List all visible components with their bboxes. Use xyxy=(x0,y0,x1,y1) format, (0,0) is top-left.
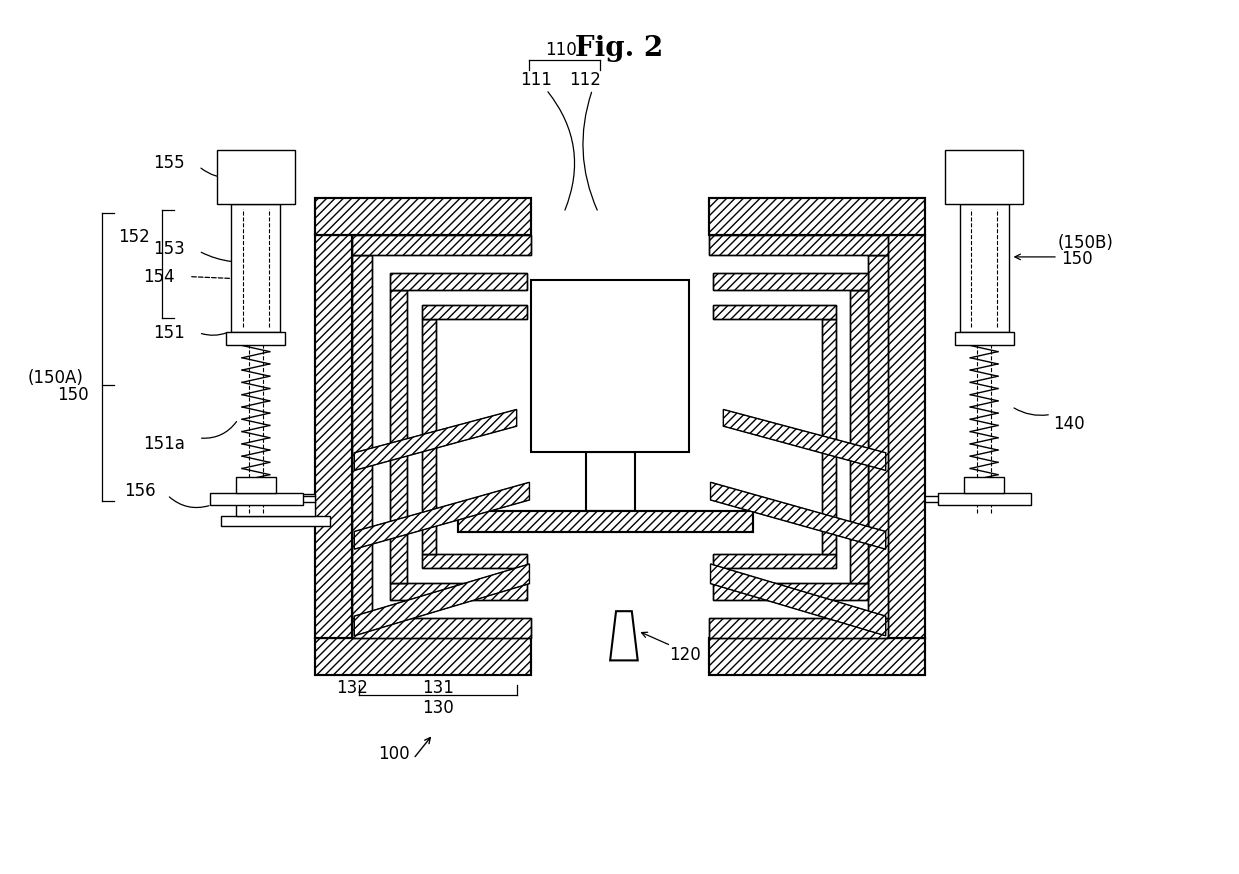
Text: 155: 155 xyxy=(154,155,185,172)
Bar xyxy=(714,554,835,568)
Bar xyxy=(532,280,689,452)
Bar xyxy=(887,235,926,638)
Bar xyxy=(945,149,1023,204)
Bar xyxy=(232,204,280,332)
Bar xyxy=(869,255,887,618)
Polygon shape xyxy=(610,611,638,661)
Bar xyxy=(714,305,835,319)
Polygon shape xyxy=(710,564,886,635)
Text: 120: 120 xyxy=(669,647,701,664)
Bar xyxy=(821,319,835,554)
Bar xyxy=(869,255,887,618)
Text: 151a: 151a xyxy=(144,435,185,453)
Bar xyxy=(315,198,532,235)
Text: 156: 156 xyxy=(124,482,155,500)
Bar xyxy=(422,319,436,554)
Bar xyxy=(390,290,408,583)
Text: 111: 111 xyxy=(520,71,553,89)
Bar xyxy=(352,235,532,255)
Text: 110: 110 xyxy=(545,41,577,59)
Bar xyxy=(714,273,869,290)
Bar xyxy=(390,290,408,583)
Bar xyxy=(315,638,532,675)
Bar xyxy=(217,149,295,204)
Text: 151: 151 xyxy=(154,323,185,342)
Polygon shape xyxy=(710,482,886,549)
Bar xyxy=(227,332,285,345)
Bar xyxy=(714,583,869,600)
Bar xyxy=(887,235,926,638)
Bar xyxy=(714,554,835,568)
Bar xyxy=(315,235,352,638)
Bar xyxy=(352,235,532,255)
Bar xyxy=(422,305,527,319)
Bar xyxy=(850,290,869,583)
Bar xyxy=(352,255,372,618)
Bar xyxy=(422,305,527,319)
Bar xyxy=(709,638,926,675)
Bar xyxy=(709,235,887,255)
Polygon shape xyxy=(354,564,529,635)
Bar xyxy=(352,618,532,638)
Bar xyxy=(709,618,887,638)
Text: 152: 152 xyxy=(118,228,150,246)
Text: (150A): (150A) xyxy=(27,369,84,387)
Bar xyxy=(709,198,926,235)
Bar xyxy=(422,554,527,568)
Text: 131: 131 xyxy=(422,679,453,697)
Bar xyxy=(938,493,1031,505)
Text: 131: 131 xyxy=(772,617,803,635)
Text: 150: 150 xyxy=(1061,250,1093,267)
Bar xyxy=(959,204,1009,332)
Bar xyxy=(850,290,869,583)
Bar xyxy=(821,319,835,554)
Bar xyxy=(209,493,304,505)
Polygon shape xyxy=(354,409,517,470)
Text: 100: 100 xyxy=(378,745,409,763)
Bar xyxy=(457,510,753,532)
Bar xyxy=(709,235,887,638)
Text: Fig. 2: Fig. 2 xyxy=(575,36,663,62)
Bar xyxy=(352,235,532,638)
Bar xyxy=(457,510,753,532)
Bar xyxy=(315,638,532,675)
Bar xyxy=(709,618,887,638)
Bar xyxy=(315,235,352,638)
Text: 112: 112 xyxy=(570,71,601,89)
Text: 153: 153 xyxy=(154,240,185,258)
Bar xyxy=(390,583,527,600)
Polygon shape xyxy=(724,409,886,470)
Text: 154: 154 xyxy=(144,267,175,286)
Bar xyxy=(237,494,315,516)
Bar xyxy=(390,273,527,290)
Bar xyxy=(954,332,1014,345)
Bar xyxy=(714,583,869,600)
Bar xyxy=(390,273,527,290)
Bar xyxy=(352,255,372,618)
Bar xyxy=(422,554,527,568)
Text: 150: 150 xyxy=(57,385,88,404)
Bar xyxy=(352,618,532,638)
Polygon shape xyxy=(354,482,529,549)
Bar xyxy=(422,319,436,554)
Bar xyxy=(714,273,869,290)
Bar xyxy=(964,477,1004,493)
Text: (150B): (150B) xyxy=(1058,234,1114,252)
Text: 130: 130 xyxy=(422,698,453,717)
Bar xyxy=(222,516,330,525)
Bar xyxy=(315,198,532,235)
Bar xyxy=(390,583,527,600)
Text: 140: 140 xyxy=(1053,415,1084,434)
Text: 132: 132 xyxy=(336,679,368,697)
Bar xyxy=(237,477,275,493)
Bar xyxy=(709,638,926,675)
Bar xyxy=(709,198,926,235)
Bar xyxy=(709,235,887,255)
Bar xyxy=(714,305,835,319)
Bar xyxy=(586,452,634,510)
